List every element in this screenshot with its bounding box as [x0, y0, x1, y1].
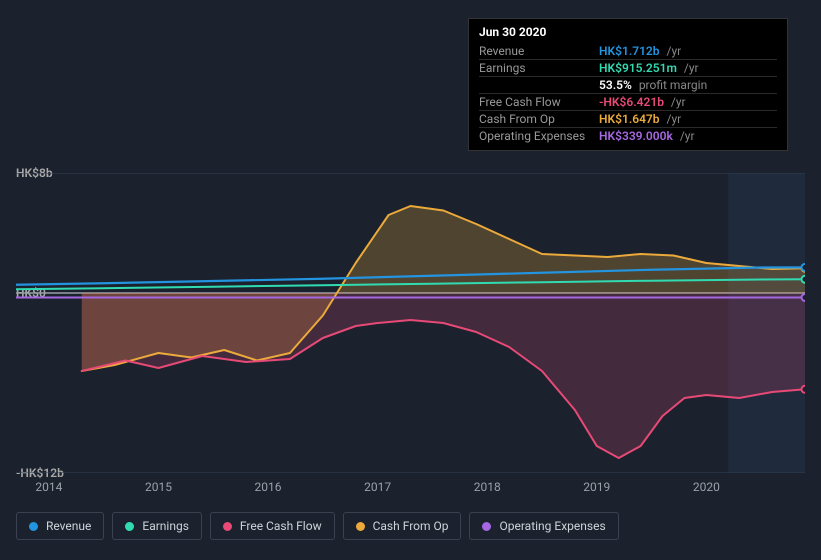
tooltip-metric-value: -HK$6.421b /yr: [599, 94, 777, 111]
x-tick-label: 2018: [474, 480, 501, 494]
legend-swatch: [125, 522, 134, 531]
x-tick-label: 2016: [255, 480, 282, 494]
tooltip-metric-label: Cash From Op: [479, 111, 599, 128]
tooltip-table: RevenueHK$1.712b /yrEarningsHK$915.251m …: [479, 43, 777, 144]
legend-swatch: [482, 522, 491, 531]
plot-area[interactable]: [16, 173, 805, 473]
tooltip-metric-label: [479, 77, 599, 94]
legend-item[interactable]: Revenue: [16, 512, 104, 540]
x-tick-label: 2014: [35, 480, 62, 494]
tooltip-metric-label: Operating Expenses: [479, 128, 599, 145]
x-axis: 2014 2015 2016 2017 2018 2019 2020: [16, 480, 805, 496]
legend-label: Free Cash Flow: [240, 519, 322, 533]
legend-item[interactable]: Operating Expenses: [469, 512, 618, 540]
x-tick-label: 2017: [364, 480, 391, 494]
tooltip-metric-label: Revenue: [479, 43, 599, 60]
legend-item[interactable]: Free Cash Flow: [210, 512, 335, 540]
x-tick-label: 2015: [145, 480, 172, 494]
chart-legend: Revenue Earnings Free Cash Flow Cash From O…: [16, 512, 619, 540]
legend-item[interactable]: Cash From Op: [343, 512, 462, 540]
tooltip-metric-label: Earnings: [479, 60, 599, 77]
tooltip-metric-label: Free Cash Flow: [479, 94, 599, 111]
tooltip-date: Jun 30 2020: [479, 25, 777, 43]
tooltip-metric-value: HK$1.712b /yr: [599, 43, 777, 60]
tooltip-metric-value: HK$339.000k /yr: [599, 128, 777, 145]
legend-item[interactable]: Earnings: [112, 512, 202, 540]
x-tick-label: 2020: [693, 480, 720, 494]
legend-label: Revenue: [46, 519, 91, 533]
legend-label: Operating Expenses: [499, 519, 605, 533]
legend-label: Earnings: [142, 519, 189, 533]
legend-swatch: [223, 522, 232, 531]
tooltip-metric-value: HK$915.251m /yr: [599, 60, 777, 77]
legend-label: Cash From Op: [373, 519, 449, 533]
legend-swatch: [29, 522, 38, 531]
legend-swatch: [356, 522, 365, 531]
tooltip-metric-value: HK$1.647b /yr: [599, 111, 777, 128]
tooltip-metric-value: 53.5% profit margin: [599, 77, 777, 94]
chart-tooltip: Jun 30 2020 RevenueHK$1.712b /yrEarnings…: [468, 18, 788, 151]
x-tick-label: 2019: [583, 480, 610, 494]
